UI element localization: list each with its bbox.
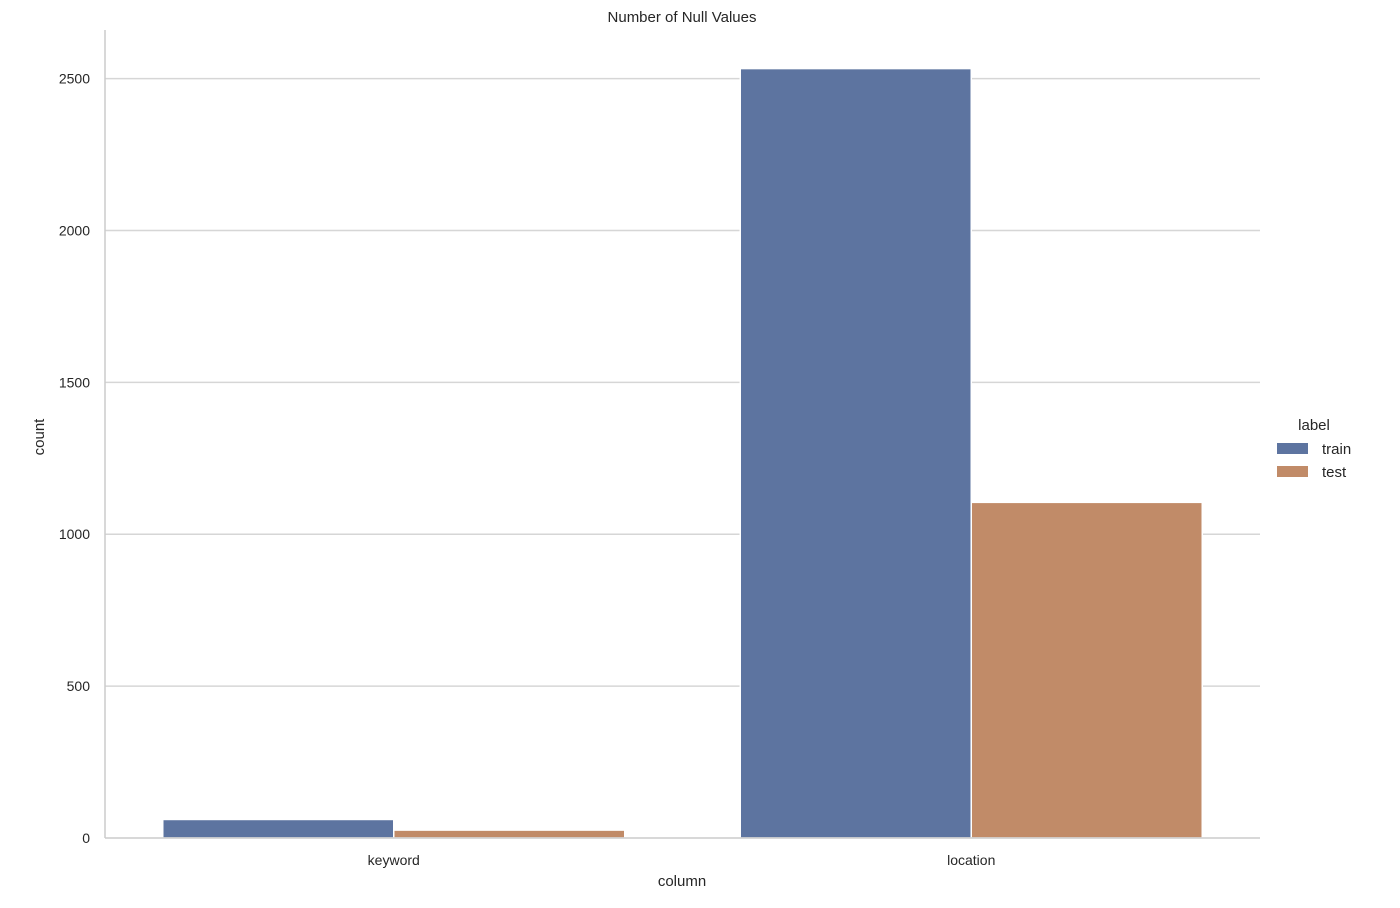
bars: [162, 67, 1203, 839]
y-tick-label: 2000: [59, 222, 90, 238]
legend-swatch-test: [1277, 466, 1308, 477]
y-axis-label: count: [31, 418, 48, 456]
bar-test-keyword: [393, 829, 626, 839]
legend-label-test: test: [1322, 464, 1347, 481]
legend: label train test: [1277, 417, 1351, 481]
y-tick-label: 2500: [59, 71, 90, 87]
y-tick-label: 500: [67, 678, 91, 694]
bar-train-keyword: [162, 818, 395, 839]
legend-title: label: [1298, 417, 1330, 434]
x-tick-label: location: [947, 852, 995, 868]
x-axis-label: column: [658, 873, 706, 890]
bar-train-location: [739, 67, 972, 839]
y-tick-labels: 0 500 1000 1500 2000 2500: [59, 71, 90, 846]
y-tick-label: 1000: [59, 526, 90, 542]
y-tick-label: 1500: [59, 374, 90, 390]
x-tick-labels: keyword location: [368, 852, 996, 868]
y-tick-label: 0: [82, 830, 90, 846]
chart-title: Number of Null Values: [608, 9, 757, 26]
bar-test-location: [970, 501, 1203, 839]
legend-label-train: train: [1322, 441, 1351, 458]
x-tick-label: keyword: [368, 852, 420, 868]
legend-swatch-train: [1277, 443, 1308, 454]
axes: [104, 30, 1260, 839]
